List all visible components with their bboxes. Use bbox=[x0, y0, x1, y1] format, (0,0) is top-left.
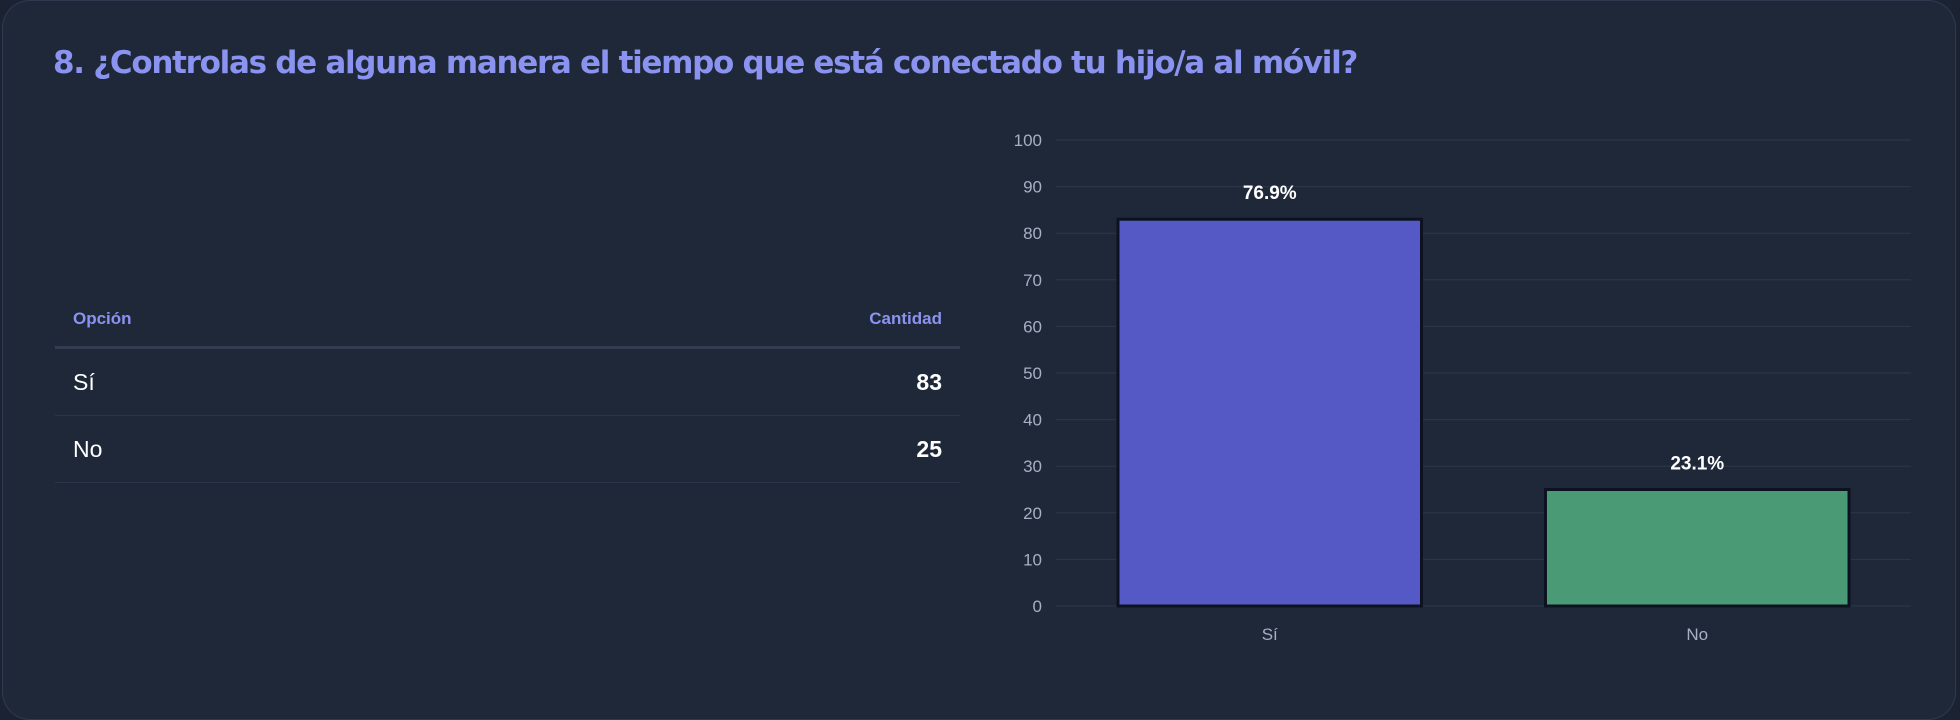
question-title: 8. ¿Controlas de alguna manera el tiempo… bbox=[53, 45, 1358, 81]
table-row: No 25 bbox=[55, 416, 960, 483]
header-count: Cantidad bbox=[869, 309, 942, 328]
y-tick-label: 80 bbox=[1023, 224, 1042, 243]
y-tick-label: 40 bbox=[1023, 411, 1042, 430]
y-tick-label: 90 bbox=[1023, 178, 1042, 197]
table-row: Sí 83 bbox=[55, 349, 960, 416]
data-label: 23.1% bbox=[1670, 454, 1724, 475]
table-header: Opción Cantidad bbox=[55, 299, 960, 349]
y-tick-label: 60 bbox=[1023, 317, 1042, 336]
header-option: Opción bbox=[73, 309, 132, 328]
row-option: Sí bbox=[73, 369, 95, 395]
x-tick-label: Sí bbox=[1262, 625, 1278, 644]
y-tick-label: 10 bbox=[1023, 550, 1042, 569]
y-tick-label: 50 bbox=[1023, 364, 1042, 383]
y-tick-label: 0 bbox=[1033, 597, 1042, 616]
data-label: 76.9% bbox=[1243, 183, 1297, 204]
answers-table: Opción Cantidad Sí 83 No 25 bbox=[55, 299, 960, 483]
y-tick-label: 20 bbox=[1023, 504, 1042, 523]
row-count: 83 bbox=[916, 369, 942, 395]
row-count: 25 bbox=[916, 436, 942, 462]
x-tick-label: No bbox=[1686, 625, 1708, 644]
row-option: No bbox=[73, 436, 103, 462]
bar bbox=[1116, 217, 1424, 608]
bar-chart: 0 10 20 30 40 50 60 70 80 90 100 76.9% Sí 23.1% No bbox=[1014, 131, 1911, 644]
y-tick-label: 30 bbox=[1023, 457, 1042, 476]
bar bbox=[1543, 488, 1851, 608]
y-tick-label: 100 bbox=[1014, 131, 1042, 150]
y-tick-label: 70 bbox=[1023, 271, 1042, 290]
